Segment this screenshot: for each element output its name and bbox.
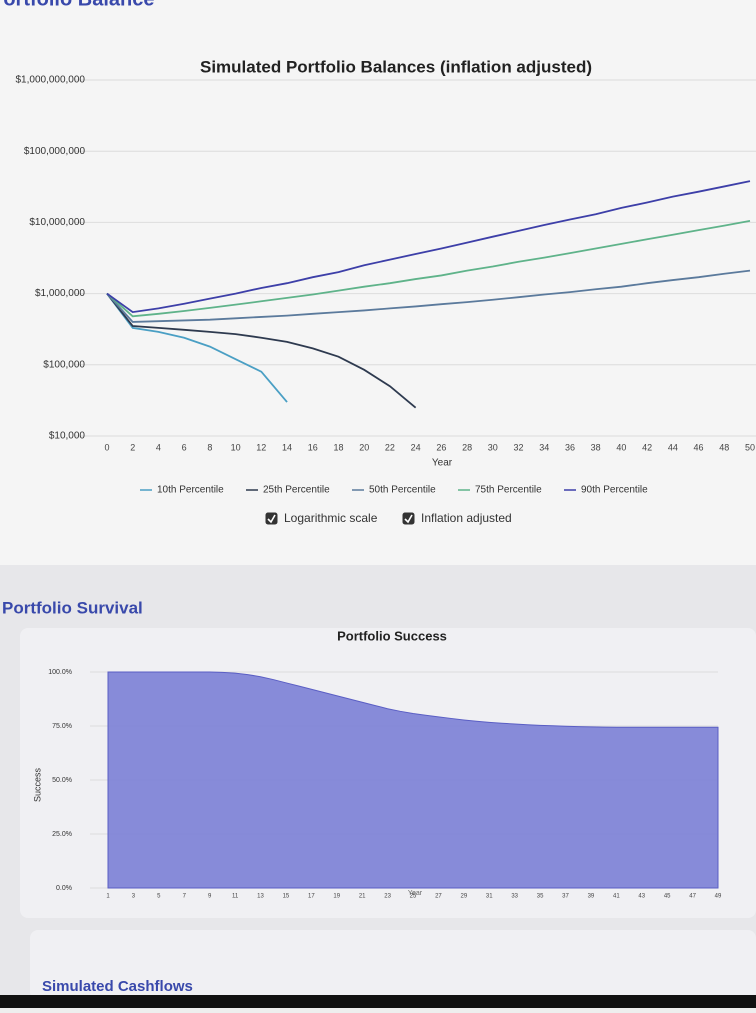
x-tick-label: 9	[208, 894, 212, 900]
x-axis-label: Year	[408, 890, 423, 897]
x-tick-label: 15	[283, 894, 290, 900]
success-area	[107, 671, 719, 889]
x-tick-label: 49	[715, 894, 722, 900]
y-tick-label: $10,000,000	[29, 217, 85, 228]
x-tick-label: 43	[638, 894, 645, 900]
x-tick-label: 6	[182, 442, 187, 452]
x-tick-label: 24	[411, 442, 421, 452]
x-tick-label: 21	[359, 894, 366, 900]
x-tick-label: 1	[106, 894, 110, 900]
checkbox-label[interactable]: Logarithmic scale	[284, 511, 378, 525]
legend-label: 90th Percentile	[581, 485, 648, 496]
y-tick-label: 0.0%	[56, 885, 72, 892]
x-tick-label: 22	[385, 442, 395, 452]
y-tick-label: $1,000,000	[35, 288, 85, 299]
x-tick-label: 38	[591, 442, 601, 452]
series-line	[106, 180, 751, 314]
balance-panel	[0, 0, 756, 565]
legend-label: 75th Percentile	[475, 485, 542, 496]
x-tick-label: 42	[642, 442, 652, 452]
x-tick-label: 0	[104, 442, 109, 452]
y-tick-label: $1,000,000,000	[15, 75, 85, 86]
section-heading: Simulated Cashflows	[42, 978, 193, 995]
x-axis-label: Year	[432, 458, 453, 469]
section-heading: Portfolio Survival	[2, 598, 143, 617]
x-tick-label: 28	[462, 442, 472, 452]
legend-label: 50th Percentile	[369, 485, 436, 496]
x-tick-label: 32	[514, 442, 524, 452]
x-tick-label: 8	[207, 442, 212, 452]
x-tick-label: 31	[486, 894, 493, 900]
x-tick-label: 26	[436, 442, 446, 452]
section-heading: Portfolio Balance	[0, 0, 154, 10]
x-tick-label: 29	[460, 894, 467, 900]
series-line	[106, 293, 288, 403]
x-tick-label: 50	[745, 442, 755, 452]
x-tick-label: 33	[511, 894, 518, 900]
x-tick-label: 4	[156, 442, 161, 452]
x-tick-label: 23	[384, 894, 391, 900]
x-tick-label: 19	[333, 894, 340, 900]
x-tick-label: 25	[410, 894, 417, 900]
x-tick-label: 3	[132, 894, 136, 900]
x-tick-label: 39	[588, 894, 595, 900]
x-tick-label: 27	[435, 894, 442, 900]
legend-label: 25th Percentile	[263, 485, 330, 496]
x-tick-label: 5	[157, 894, 161, 900]
x-tick-label: 45	[664, 894, 671, 900]
x-tick-label: 40	[616, 442, 626, 452]
x-tick-label: 14	[282, 442, 292, 452]
x-tick-label: 13	[257, 894, 264, 900]
series-line	[106, 269, 751, 323]
x-tick-label: 18	[333, 442, 343, 452]
series-line	[106, 293, 417, 409]
y-tick-label: 75.0%	[52, 723, 72, 730]
x-tick-label: 30	[488, 442, 498, 452]
checkmark	[404, 514, 413, 524]
x-tick-label: 11	[232, 894, 239, 900]
y-axis-label: Success	[32, 767, 42, 802]
x-tick-label: 7	[183, 894, 187, 900]
x-tick-label: 20	[359, 442, 369, 452]
y-tick-label: $100,000	[43, 359, 85, 370]
x-tick-label: 47	[689, 894, 696, 900]
y-tick-label: 100.0%	[48, 669, 72, 676]
chart-title: Simulated Portfolio Balances (inflation …	[200, 57, 592, 76]
x-tick-label: 34	[539, 442, 549, 452]
y-tick-label: 25.0%	[52, 831, 72, 838]
cashflow-card	[30, 930, 756, 1000]
series-line	[106, 220, 751, 318]
chart-title: Portfolio Success	[337, 628, 447, 643]
screen-bezel	[0, 995, 756, 1008]
x-tick-label: 36	[565, 442, 575, 452]
x-tick-label: 46	[694, 442, 704, 452]
x-tick-label: 37	[562, 894, 569, 900]
checkmark	[267, 514, 276, 524]
y-tick-label: $100,000,000	[24, 146, 86, 157]
x-tick-label: 10	[231, 442, 241, 452]
x-tick-label: 48	[719, 442, 729, 452]
y-tick-label: $10,000	[49, 431, 86, 442]
x-tick-label: 12	[256, 442, 266, 452]
x-tick-label: 41	[613, 894, 620, 900]
x-tick-label: 44	[668, 442, 678, 452]
y-tick-label: 50.0%	[52, 777, 72, 784]
x-tick-label: 35	[537, 894, 544, 900]
x-tick-label: 17	[308, 894, 315, 900]
x-tick-label: 2	[130, 442, 135, 452]
x-tick-label: 16	[308, 442, 318, 452]
legend-label: 10th Percentile	[157, 485, 224, 496]
checkbox-label[interactable]: Inflation adjusted	[421, 511, 512, 525]
